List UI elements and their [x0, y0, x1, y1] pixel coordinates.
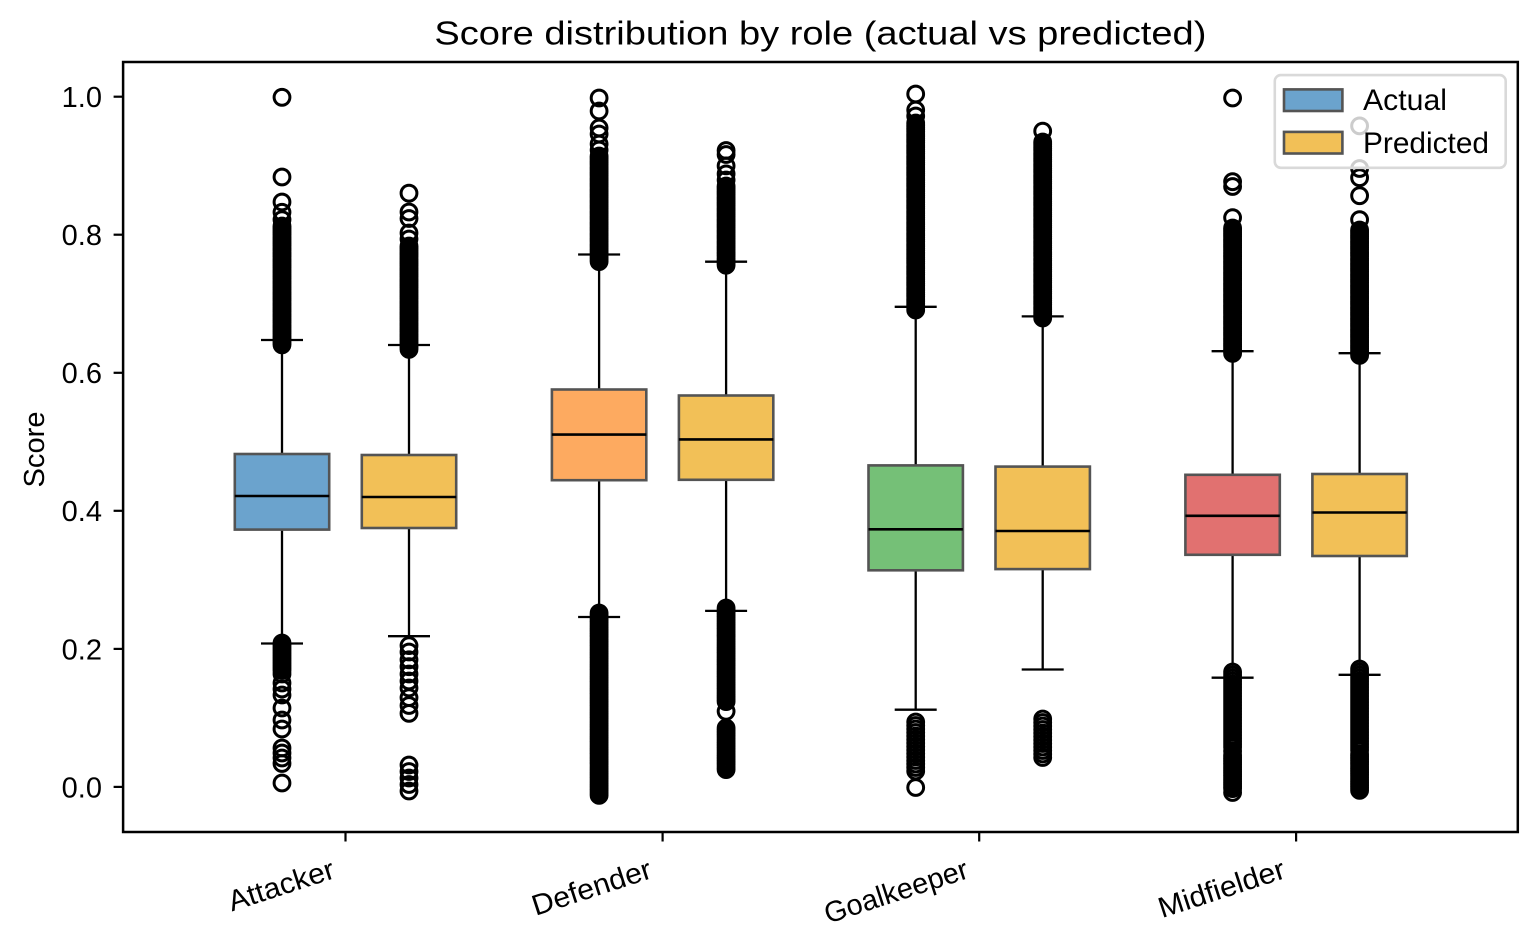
svg-text:0.6: 0.6 [62, 358, 102, 390]
svg-text:Score: Score [19, 412, 51, 488]
svg-text:Predicted: Predicted [1363, 127, 1489, 160]
svg-text:0.8: 0.8 [62, 220, 102, 252]
svg-text:0.0: 0.0 [62, 772, 102, 804]
svg-text:1.0: 1.0 [62, 82, 102, 114]
svg-text:0.4: 0.4 [62, 496, 102, 528]
svg-text:0.2: 0.2 [62, 634, 102, 666]
svg-text:Score distribution by role (ac: Score distribution by role (actual vs pr… [434, 14, 1206, 51]
svg-text:Actual: Actual [1363, 84, 1447, 117]
